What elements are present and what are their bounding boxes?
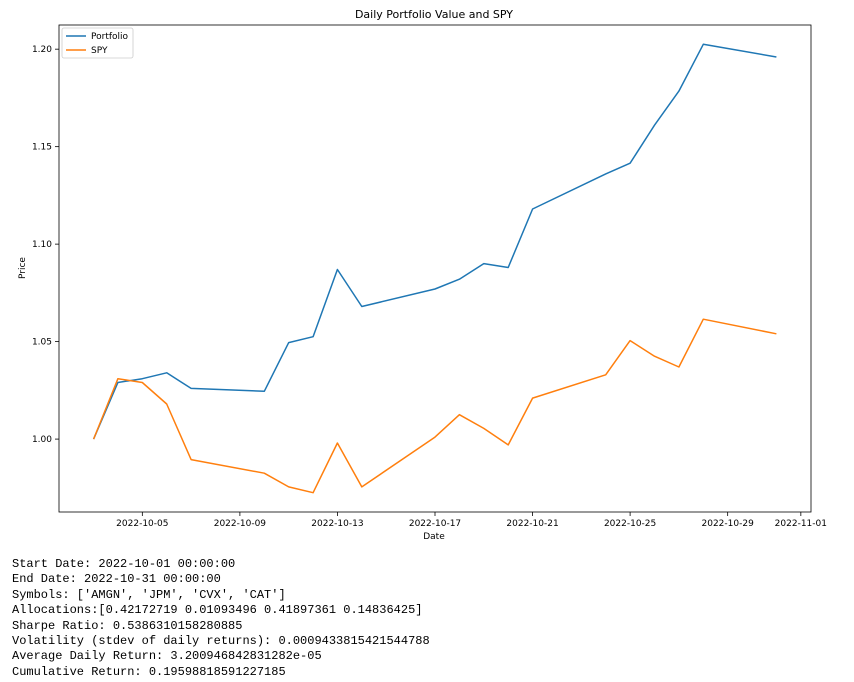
x-tick-label: 2022-10-09 <box>214 519 267 529</box>
stat-sharpe-ratio: Sharpe Ratio: 0.5386310158280885 <box>12 618 243 633</box>
stat-allocations: Allocations:[0.42172719 0.01093496 0.418… <box>12 603 423 618</box>
plot-area <box>58 24 812 513</box>
x-tick-label: 2022-10-13 <box>311 519 363 529</box>
legend-label-portfolio: Portfolio <box>91 32 129 42</box>
stat-end-date: End Date: 2022-10-31 00:00:00 <box>12 572 221 587</box>
x-tick-label: 2022-11-01 <box>775 519 827 529</box>
stat-symbols: Symbols: ['AMGN', 'JPM', 'CVX', 'CAT'] <box>12 587 286 602</box>
legend-label-spy: SPY <box>91 46 108 56</box>
stat-volatility: Volatility (stdev of daily returns): 0.0… <box>12 634 430 649</box>
x-axis: 2022-10-05 2022-10-09 2022-10-13 2022-10-17… <box>116 512 827 529</box>
y-tick-label: 1.00 <box>32 435 52 445</box>
line-chart: Daily Portfolio Value and SPY 1.001.051.… <box>18 8 827 542</box>
y-tick-label: 1.20 <box>32 45 52 55</box>
series-lines <box>92 43 777 494</box>
y-tick-label: 1.05 <box>32 338 52 348</box>
y-tick-label: 1.15 <box>32 143 52 153</box>
x-tick-label: 2022-10-25 <box>604 519 656 529</box>
stats-output: Start Date: 2022-10-01 00:00:00 End Date… <box>12 557 430 680</box>
y-axis-label: Price <box>18 257 28 279</box>
legend: Portfolio SPY <box>61 27 134 59</box>
stat-average-daily-return: Average Daily Return: 3.200946842831282e… <box>12 649 322 664</box>
stat-cumulative-return: Cumulative Return: 0.19598818591227185 <box>12 664 286 679</box>
x-tick-label: 2022-10-21 <box>506 519 558 529</box>
series-line-portfolio <box>92 43 777 440</box>
y-axis: 1.00 1.05 1.10 1.15 1.20 <box>32 45 59 445</box>
x-axis-label: Date <box>423 532 445 542</box>
series-line-spy <box>92 318 777 494</box>
x-tick-label: 2022-10-17 <box>409 519 461 529</box>
stat-start-date: Start Date: 2022-10-01 00:00:00 <box>12 557 236 571</box>
x-tick-label: 2022-10-05 <box>116 519 168 529</box>
chart-title: Daily Portfolio Value and SPY <box>355 8 513 21</box>
x-tick-label: 2022-10-29 <box>702 519 755 529</box>
y-tick-label: 1.10 <box>32 240 52 250</box>
